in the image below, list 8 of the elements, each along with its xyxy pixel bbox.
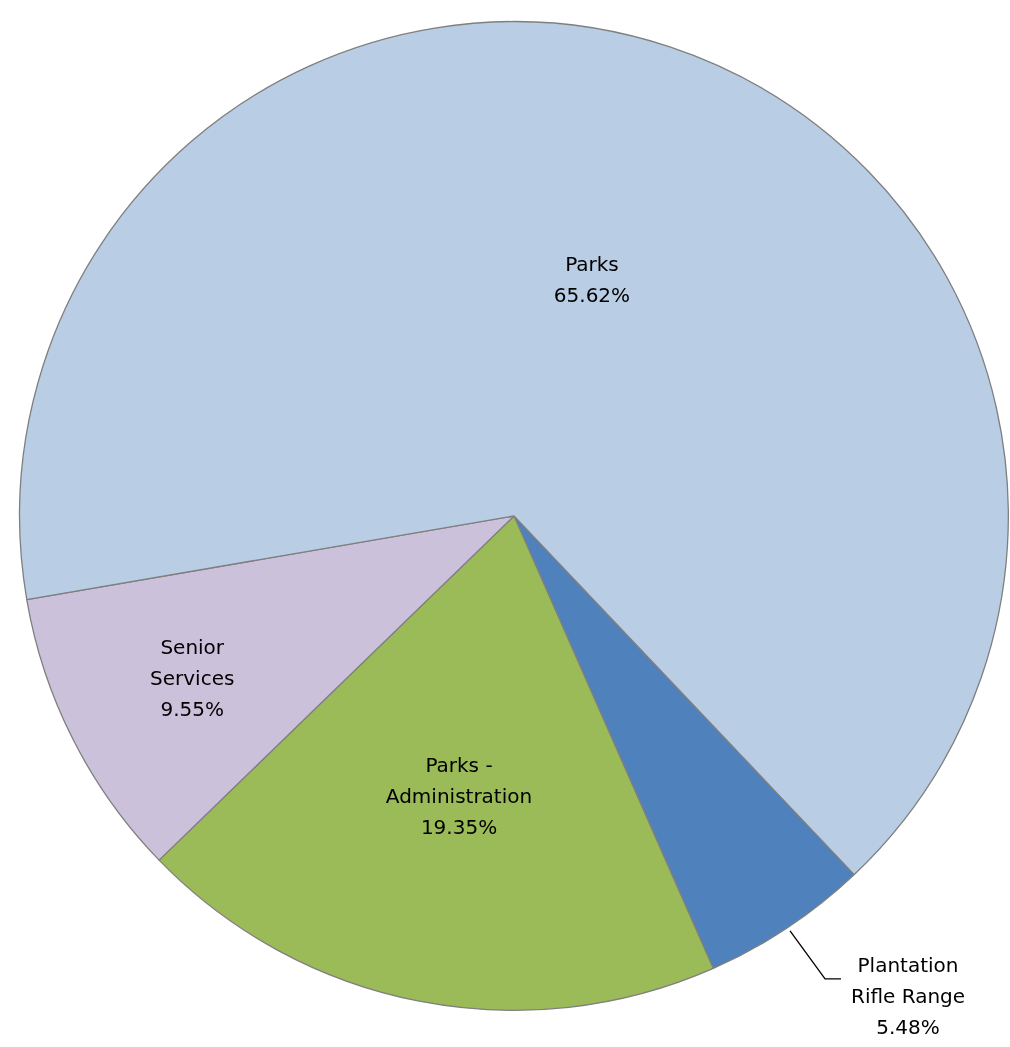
- data-label: 65.62%: [553, 283, 631, 308]
- data-label: 9.55%: [160, 696, 225, 721]
- slice-label: Senior Services: [150, 634, 235, 690]
- slice-label: Plantation Rifle Range: [850, 953, 966, 1009]
- slice-label: Parks: [565, 252, 619, 277]
- slice-label: Parks - Administration: [385, 752, 533, 808]
- data-label: 19.35%: [420, 814, 498, 839]
- data-label: 5.48%: [876, 1015, 940, 1040]
